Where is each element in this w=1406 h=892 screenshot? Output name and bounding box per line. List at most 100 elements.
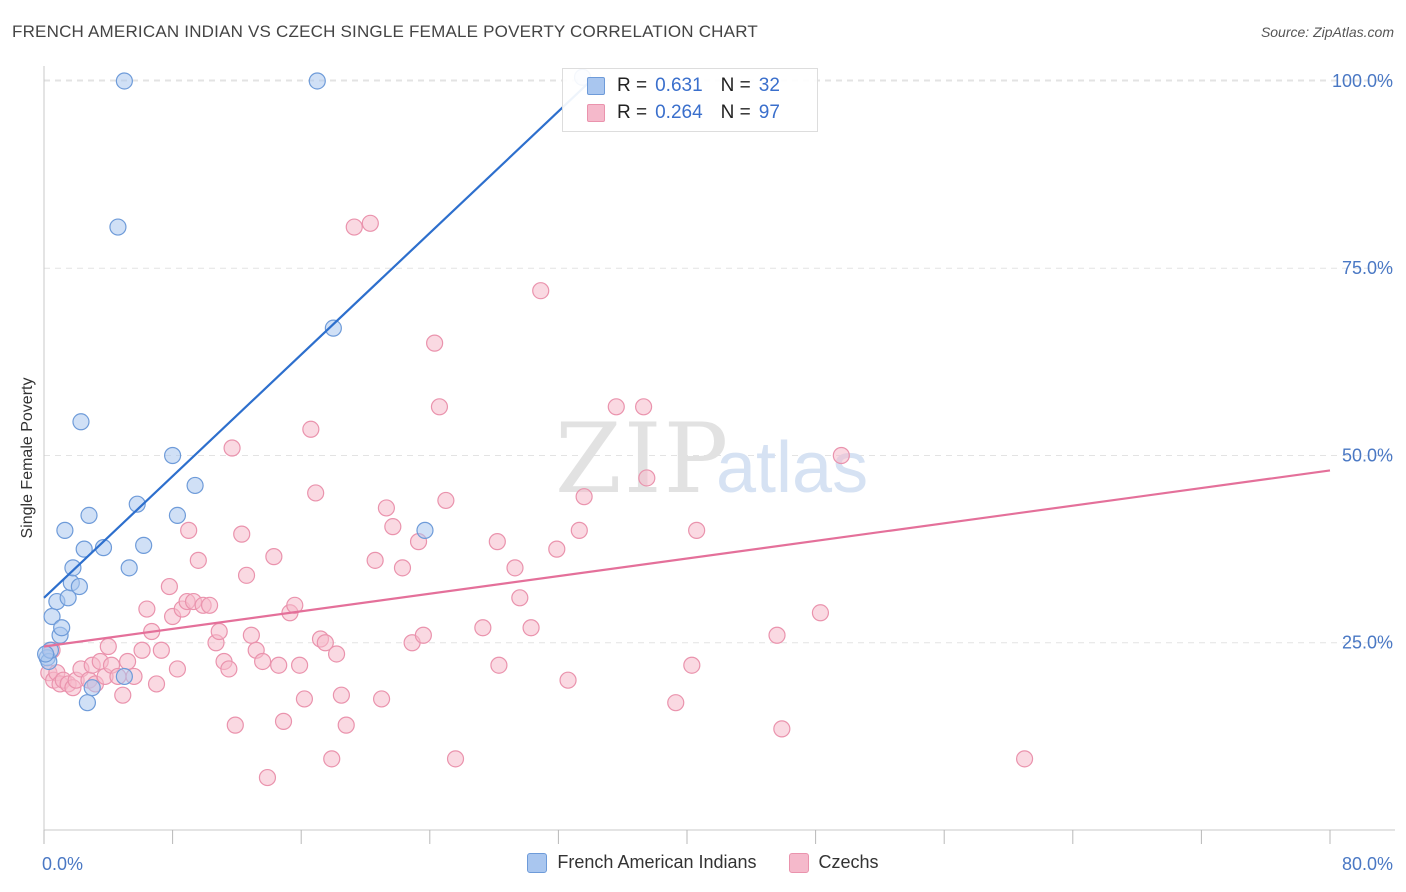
czech-point bbox=[210, 622, 228, 641]
legend-item-czechs[interactable]: Czechs bbox=[788, 852, 879, 873]
czech-point bbox=[118, 652, 137, 671]
czech-point bbox=[667, 694, 685, 712]
trend-lines bbox=[43, 80, 1331, 648]
correlation-legend: R = 0.631 N = 32 R = 0.264 N = 97 bbox=[562, 68, 818, 132]
czech-point bbox=[366, 551, 384, 569]
czech-point bbox=[160, 577, 178, 596]
czech-point bbox=[414, 626, 432, 644]
czech-point bbox=[832, 446, 850, 465]
grid-lines bbox=[44, 79, 1395, 644]
legend-label: Czechs bbox=[818, 852, 879, 872]
czech-point bbox=[361, 214, 379, 232]
czech-point bbox=[258, 768, 277, 787]
czech-point bbox=[242, 626, 260, 644]
czech-point bbox=[180, 521, 198, 539]
czech-point bbox=[372, 690, 391, 708]
watermark-atlas: atlas bbox=[716, 428, 868, 508]
czech-point bbox=[1015, 750, 1034, 768]
czech-point bbox=[575, 488, 593, 506]
chart-title: FRENCH AMERICAN INDIAN VS CZECH SINGLE F… bbox=[12, 22, 758, 41]
czech-point bbox=[511, 589, 529, 607]
czech-point bbox=[490, 656, 508, 674]
czech-point bbox=[548, 540, 566, 558]
french-american-indian-point bbox=[186, 476, 204, 495]
czech-point bbox=[607, 398, 625, 416]
czech-point bbox=[522, 619, 540, 637]
czech-point bbox=[114, 686, 132, 704]
legend-n-label: N = bbox=[720, 102, 751, 123]
czech-point bbox=[332, 686, 350, 704]
czech-point bbox=[688, 521, 706, 539]
french-american-indian-point bbox=[37, 645, 55, 663]
legend-label: French American Indians bbox=[557, 852, 757, 872]
french-american-indian-point bbox=[164, 446, 182, 465]
czech-point bbox=[559, 671, 577, 689]
czech-point bbox=[638, 469, 656, 487]
french-american-indian-point bbox=[115, 72, 133, 90]
french-american-indian-point bbox=[83, 679, 101, 697]
czech-point bbox=[286, 596, 304, 614]
legend-n-value: 32 bbox=[758, 75, 780, 96]
french-american-indian-point bbox=[324, 319, 342, 337]
czech-point bbox=[200, 596, 219, 614]
y-axis-title: Single Female Poverty bbox=[19, 377, 36, 539]
french-american-indian-point bbox=[75, 540, 93, 558]
czech-point bbox=[430, 398, 449, 416]
czech-point bbox=[189, 551, 207, 569]
legend-row-czechs: R = 0.264 N = 97 bbox=[587, 101, 780, 125]
legend-swatch-blue bbox=[587, 77, 605, 95]
czech-point bbox=[316, 634, 334, 652]
french-american-indian-point bbox=[78, 694, 97, 712]
legend-r-label: R = bbox=[617, 75, 648, 96]
tick-labels: 25.0% 50.0% 75.0% 100.0% 0.0% 80.0% bbox=[42, 71, 1393, 874]
french-american-indian-point bbox=[56, 521, 74, 539]
czech-point bbox=[488, 533, 506, 551]
y-tick-label: 75.0% bbox=[1342, 258, 1393, 278]
czech-point bbox=[274, 712, 293, 730]
czech-point bbox=[290, 656, 309, 674]
czech-point bbox=[634, 398, 653, 416]
czech-point bbox=[302, 420, 320, 438]
czech-point bbox=[811, 604, 830, 622]
french-american-indian-point bbox=[120, 559, 138, 577]
czech-point bbox=[437, 491, 455, 510]
czech-point bbox=[377, 499, 395, 517]
x-tick-label-min: 0.0% bbox=[42, 854, 83, 874]
y-tick-label: 100.0% bbox=[1332, 71, 1393, 91]
czech-point bbox=[337, 716, 355, 734]
legend-row-french-american-indians: R = 0.631 N = 32 bbox=[587, 74, 780, 98]
czech-point bbox=[683, 656, 701, 674]
czech-point bbox=[570, 521, 588, 539]
czech-point bbox=[474, 619, 492, 637]
french-american-indian-point bbox=[64, 559, 82, 577]
czech-point bbox=[133, 641, 151, 659]
czech-point bbox=[254, 652, 272, 671]
legend-n-value: 97 bbox=[758, 102, 780, 123]
legend-r-value: 0.264 bbox=[655, 102, 703, 123]
french-american-indian-point bbox=[308, 72, 326, 90]
czech-point bbox=[768, 626, 786, 644]
legend-swatch-pink bbox=[587, 104, 605, 122]
french-american-indians-points bbox=[37, 68, 592, 712]
czech-point bbox=[295, 690, 314, 708]
czech-point bbox=[265, 548, 283, 566]
legend-item-french-american-indians[interactable]: French American Indians bbox=[527, 852, 757, 873]
french-american-indian-point bbox=[53, 619, 71, 637]
legend-r-value: 0.631 bbox=[655, 75, 703, 96]
french-american-indian-point bbox=[416, 521, 434, 539]
czech-point bbox=[223, 439, 241, 457]
watermark: ZIP atlas bbox=[555, 403, 868, 515]
czech-point bbox=[773, 720, 791, 738]
czech-point bbox=[237, 566, 256, 584]
legend-swatch-blue bbox=[527, 852, 548, 873]
french-american-indian-point bbox=[109, 218, 127, 236]
czech-point bbox=[426, 334, 444, 352]
x-tick-label-max: 80.0% bbox=[1342, 854, 1393, 874]
czech-point bbox=[446, 750, 465, 768]
czech-point bbox=[152, 641, 170, 659]
legend-n-label: N = bbox=[720, 75, 751, 96]
french-american-indian-point bbox=[72, 413, 90, 431]
czech-point bbox=[323, 750, 341, 768]
legend-swatch-pink bbox=[788, 852, 809, 873]
